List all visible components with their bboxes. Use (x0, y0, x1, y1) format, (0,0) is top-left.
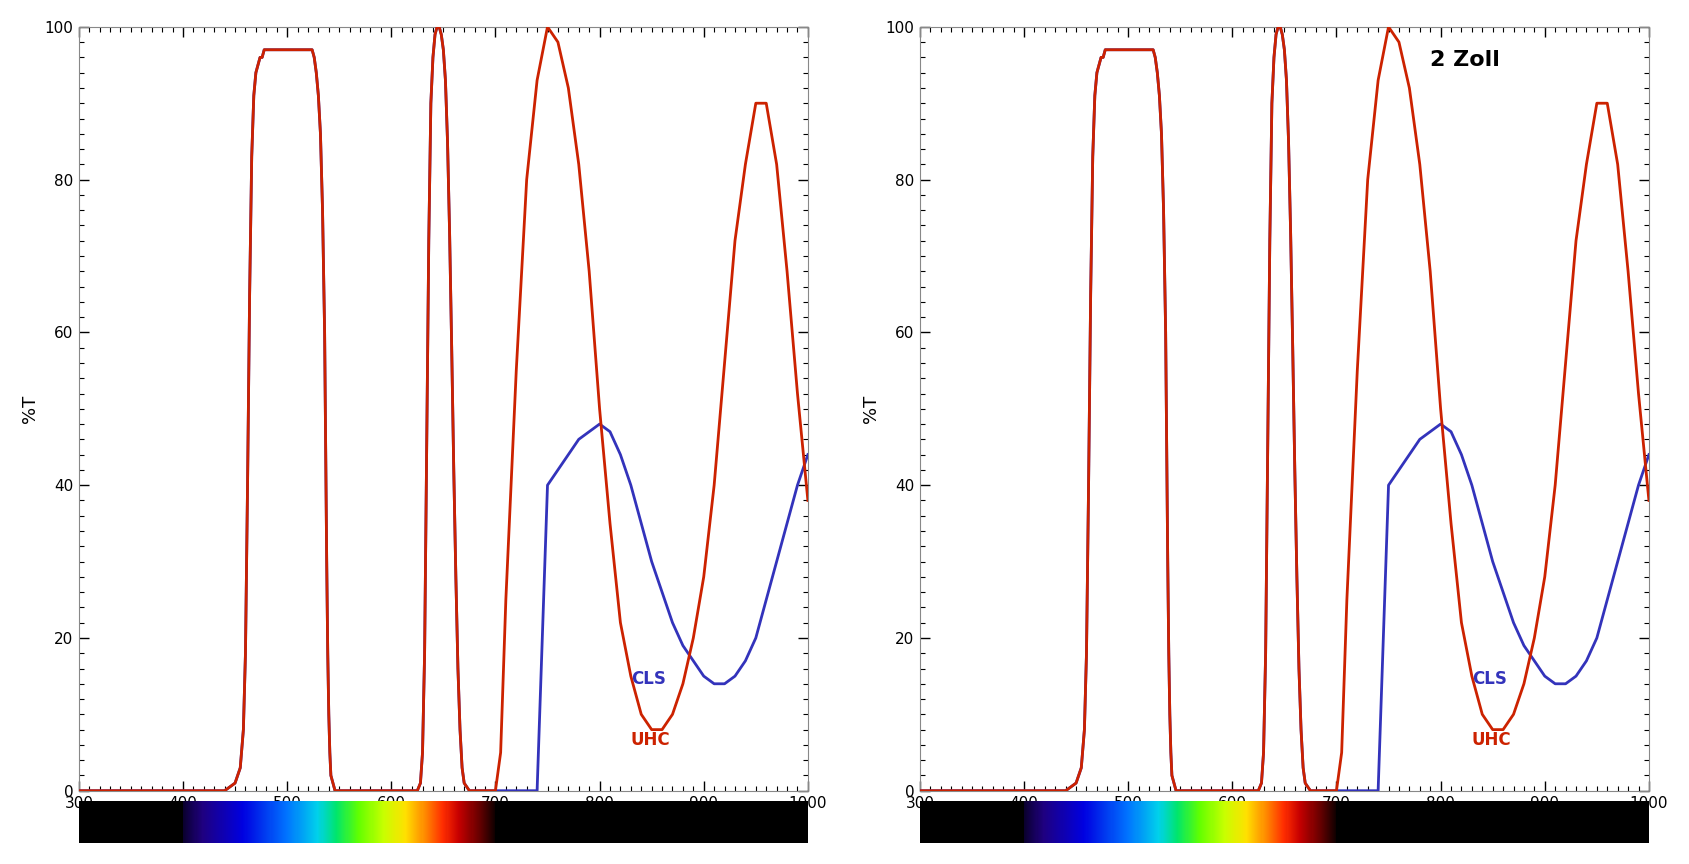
Text: UHC: UHC (1471, 731, 1512, 749)
Y-axis label: %T: %T (20, 395, 39, 422)
Bar (1336, 801, 1648, 842)
Bar (79, 801, 182, 842)
Bar (495, 801, 807, 842)
Text: UHC: UHC (630, 731, 671, 749)
Y-axis label: %T: %T (861, 395, 880, 422)
Text: CLS: CLS (1471, 670, 1507, 688)
X-axis label: nm: nm (1268, 825, 1301, 843)
Text: CLS: CLS (630, 670, 665, 688)
Text: 2 Zoll: 2 Zoll (1431, 50, 1500, 70)
Bar (921, 801, 1024, 842)
X-axis label: nm: nm (427, 825, 459, 843)
